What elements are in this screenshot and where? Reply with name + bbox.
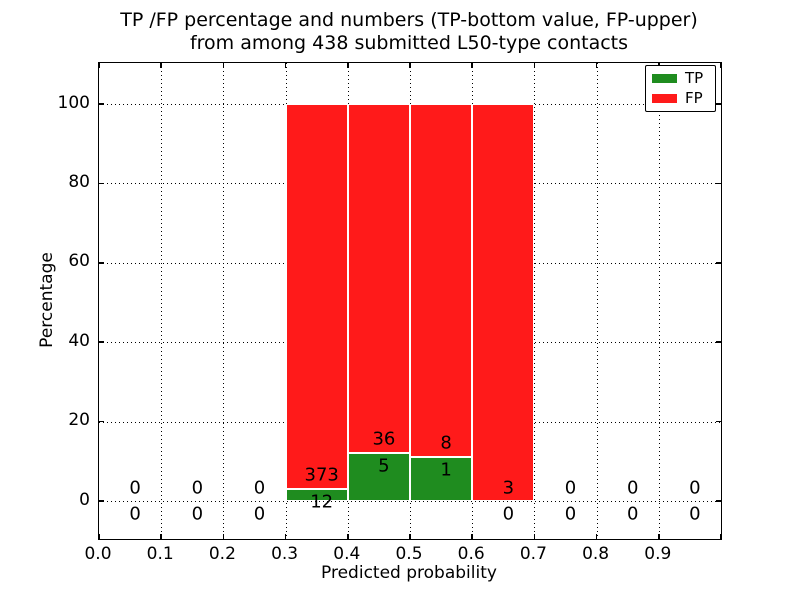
fp-bar-segment [410,104,473,457]
fp-count-label: 0 [626,477,639,498]
tick-mark [222,534,225,539]
y-axis-label: Percentage [37,252,57,348]
x-tick-label: 0.0 [84,544,112,564]
y-tick-label: 20 [68,410,90,431]
tick-mark [595,63,598,68]
y-tick-label: 80 [68,171,90,192]
legend-label-tp: TP [685,69,704,87]
tick-mark [409,63,411,68]
tp-count-label: 0 [626,503,639,525]
tp-bar-segment [285,488,348,501]
tick-mark [99,500,104,502]
tick-mark [409,534,411,539]
tick-mark [716,262,721,264]
legend-item-fp: FP [652,91,709,106]
fp-count-label: 3 [502,477,515,498]
tp-count-label: 0 [129,503,141,525]
tick-mark [99,103,104,105]
x-tick-label: 0.9 [644,544,672,564]
tick-mark [98,534,100,539]
fp-bar-segment [472,104,535,501]
gridline-v [534,63,536,539]
fp-count-label: 36 [372,428,396,450]
x-tick-label: 0.2 [208,544,236,564]
tick-mark [595,534,598,539]
tick-mark [720,534,722,539]
tick-mark [284,63,287,68]
tp-bar-segment [347,452,410,501]
chart-title-line2: from among 438 submitted L50-type contac… [189,32,629,54]
tick-mark [471,534,473,539]
x-axis-label: Predicted probability [321,563,497,583]
tick-mark [716,500,721,502]
tick-mark [716,182,721,185]
fp-count-label: 0 [191,477,204,498]
tick-mark [347,63,349,68]
tp-count-label: 0 [689,503,701,525]
fp-count-label: 0 [253,477,266,498]
tp-count-label: 0 [502,503,515,525]
tick-mark [716,341,721,343]
tick-mark [716,103,721,105]
tp-count-label: 0 [191,503,204,525]
tick-mark [471,63,473,68]
tick-mark [160,534,162,539]
chart-title-line1: TP /FP percentage and numbers (TP-bottom… [120,9,698,31]
fp-count-label: 0 [129,477,141,498]
tp-count-label: 0 [253,503,266,525]
fp-bar-segment [347,104,410,453]
y-tick-label: 0 [79,489,90,510]
y-tick-label: 40 [68,330,90,351]
tp-color-swatch [652,74,677,83]
gridline-v [161,63,163,539]
tick-mark [533,63,536,68]
tick-mark [160,63,162,68]
tick-mark [284,534,287,539]
x-tick-label: 0.1 [146,544,174,564]
tick-mark [347,534,349,539]
gridline-v [596,63,598,539]
legend-item-tp: TP [652,71,709,86]
tp-count-label: 0 [564,503,577,525]
legend: TP FP [645,65,716,112]
x-tick-label: 0.6 [457,544,485,564]
x-tick-label: 0.8 [582,544,610,564]
tick-mark [98,63,100,68]
legend-label-fp: FP [685,89,703,107]
x-tick-label: 0.5 [395,544,423,564]
tick-mark [720,63,722,68]
x-tick-label: 0.4 [333,544,361,564]
tick-mark [99,182,104,185]
tp-bar-segment [410,456,473,501]
tick-mark [658,534,660,539]
plot-area: 0 0 0 0 0 0 373 12 36 5 8 1 3 0 0 0 0 0 0 0 [98,62,722,540]
y-tick-label: 100 [57,92,90,113]
tick-mark [222,63,225,68]
tick-mark [99,262,104,264]
x-tick-label: 0.7 [519,544,547,564]
fp-count-label: 373 [304,464,339,486]
tick-mark [99,420,104,423]
gridline-v [658,63,660,539]
fp-count-label: 0 [564,477,577,498]
y-tick-label: 60 [68,251,90,272]
gridline-v [223,63,225,539]
tp-count-label: 5 [378,455,390,477]
chart-title: TP /FP percentage and numbers (TP-bottom… [98,9,720,55]
tick-mark [99,341,104,343]
fp-count-label: 8 [440,432,452,454]
tick-mark [533,534,536,539]
tick-mark [716,420,721,423]
tp-count-label: 1 [440,459,452,481]
fp-bar-segment [285,104,348,489]
tp-count-label: 12 [310,491,334,513]
x-tick-label: 0.3 [271,544,299,564]
fp-color-swatch [652,94,677,103]
fp-count-label: 0 [689,477,701,498]
